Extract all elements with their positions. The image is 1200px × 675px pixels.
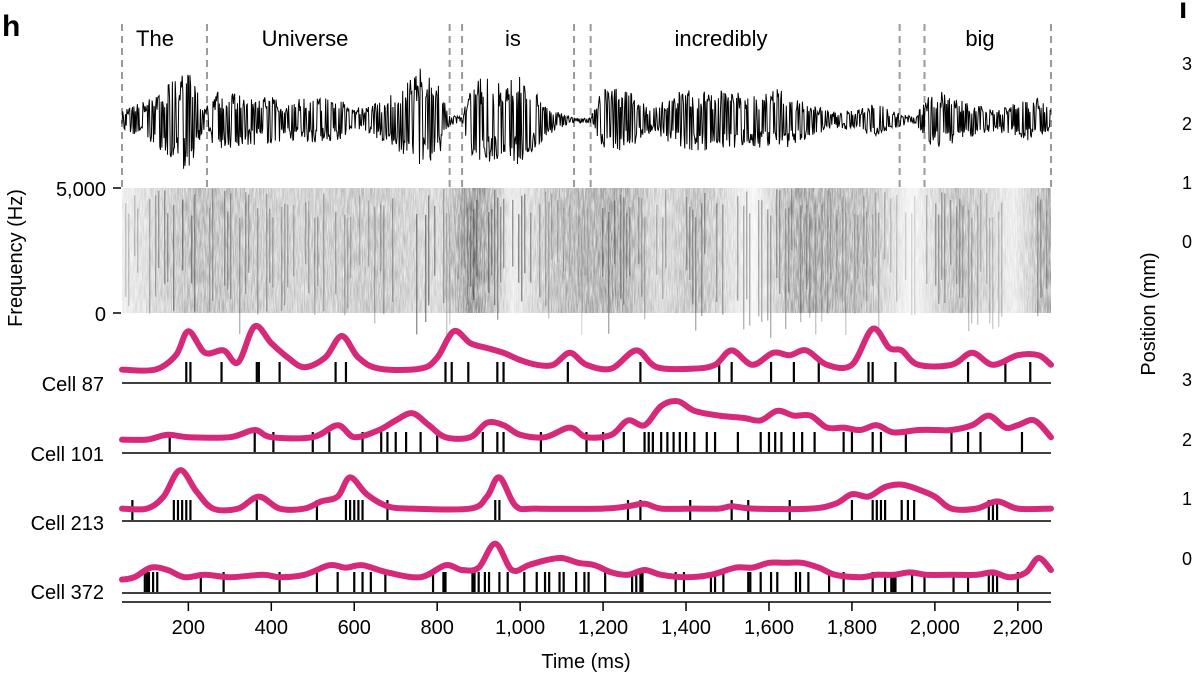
word-label: The <box>136 26 174 51</box>
cell-label: Cell 101 <box>31 444 104 466</box>
panel-i-axis: 3 2 1 0 3 2 1 0 Position (mm) <box>1138 54 1192 569</box>
waveform-trace <box>121 68 1052 169</box>
firing-rate-curve <box>119 467 1054 514</box>
panel-i-ytick: 1 <box>1182 173 1192 193</box>
time-tick-label: 1,600 <box>744 617 794 639</box>
panel-i-ytick: 0 <box>1182 549 1192 569</box>
spectrogram-ylabel: Frequency (Hz) <box>5 189 27 327</box>
panel-i-ytick: 0 <box>1182 232 1192 252</box>
cell-label: Cell 87 <box>42 374 104 396</box>
cell-row: Cell 213 <box>31 467 1054 535</box>
panel-h-label: h <box>2 10 20 43</box>
panel-i-ytick: 2 <box>1182 114 1192 134</box>
firing-rate-curve <box>119 540 1054 583</box>
word-label: is <box>505 26 521 51</box>
word-label: Universe <box>262 26 349 51</box>
panel-i-ytick: 2 <box>1182 430 1192 450</box>
cell-label: Cell 213 <box>31 513 104 535</box>
cell-label: Cell 372 <box>31 582 104 604</box>
panel-i-ytick: 3 <box>1182 370 1192 390</box>
panel-i-ylabel: Position (mm) <box>1138 252 1160 375</box>
time-tick-label: 2,200 <box>993 617 1043 639</box>
word-labels: The Universe is incredibly big <box>136 26 995 51</box>
time-tick-label: 1,200 <box>578 617 628 639</box>
time-axis: 200 400 600 800 1,000 1,200 1,400 1,600 1,800 2,0… <box>122 601 1051 639</box>
time-tick-label: 200 <box>172 617 205 639</box>
spectrogram-ytick: 5,000 <box>56 179 106 201</box>
word-label: big <box>965 26 994 51</box>
time-tick-label: 800 <box>421 617 454 639</box>
time-tick-label: 1,000 <box>495 617 545 639</box>
panel-i-ytick: 3 <box>1182 54 1192 74</box>
cell-row: Cell 372 <box>31 540 1054 604</box>
cell-row: Cell 101 <box>31 398 1054 466</box>
time-axis-label: Time (ms) <box>541 651 630 673</box>
firing-rate-curve <box>119 398 1054 443</box>
cell-row: Cell 87 <box>42 323 1054 396</box>
spectrogram-y-axis: 5,000 0 Frequency (Hz) <box>5 179 121 327</box>
word-boundaries <box>121 24 1052 190</box>
time-tick-label: 600 <box>338 617 371 639</box>
word-label: incredibly <box>675 26 768 51</box>
time-tick-label: 1,400 <box>661 617 711 639</box>
time-tick-label: 1,800 <box>827 617 877 639</box>
spectrogram <box>122 188 1051 338</box>
panel-i-label: i <box>1179 0 1187 25</box>
spectrogram-ytick: 0 <box>95 304 106 326</box>
time-tick-label: 400 <box>255 617 288 639</box>
audio-waveform <box>121 68 1052 169</box>
time-tick-label: 2,000 <box>910 617 960 639</box>
panel-i-ytick: 1 <box>1182 489 1192 509</box>
firing-rate-curve <box>119 323 1054 374</box>
cell-rasters: Cell 87 Cell 101 Cell 213 Cell 372 <box>31 323 1054 604</box>
